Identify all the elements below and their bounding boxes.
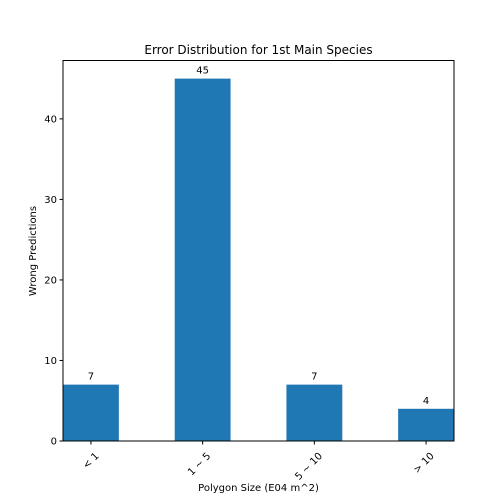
bar-1 xyxy=(174,78,231,441)
y-axis: 0 10 20 30 40 xyxy=(44,114,63,448)
y-tick-label-1: 10 xyxy=(44,356,57,367)
data-label-3: 4 xyxy=(423,396,429,407)
data-label-2: 7 xyxy=(311,372,317,383)
data-labels-group: 7 45 7 4 xyxy=(88,66,430,407)
y-tick-label-0: 0 xyxy=(51,437,57,448)
data-label-1: 45 xyxy=(196,66,209,77)
y-axis-label: Wrong Predictions xyxy=(28,206,39,296)
chart-title: Error Distribution for 1st Main Species xyxy=(144,43,372,57)
y-tick-label-4: 40 xyxy=(44,114,57,125)
bars-group xyxy=(63,78,454,441)
x-axis-label: Polygon Size (E04 m^2) xyxy=(198,483,319,494)
bar-3 xyxy=(398,408,454,441)
bar-0 xyxy=(63,384,119,441)
plot-frame xyxy=(62,60,455,442)
y-tick-label-2: 20 xyxy=(44,275,57,286)
bar-2 xyxy=(286,384,343,441)
data-label-0: 7 xyxy=(88,372,94,383)
y-tick-label-3: 30 xyxy=(44,195,57,206)
